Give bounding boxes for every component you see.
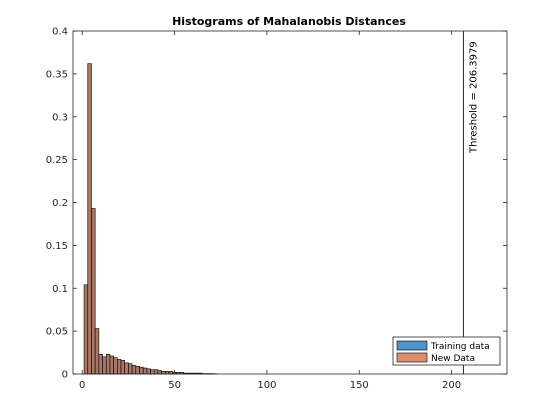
y-tick-label: 0.3 bbox=[52, 112, 68, 123]
y-tick-label: 0.05 bbox=[46, 327, 68, 338]
x-tick-label: 100 bbox=[257, 380, 276, 391]
histogram-bar bbox=[153, 369, 159, 375]
histogram-bar bbox=[109, 355, 114, 375]
chart-title: Histograms of Mahalanobis Distances bbox=[172, 15, 406, 28]
histogram-bar bbox=[105, 353, 111, 375]
histogram-bar bbox=[87, 63, 92, 375]
legend-swatch bbox=[396, 352, 428, 363]
y-tick-label: 0.1 bbox=[52, 284, 68, 295]
legend-label: Training data bbox=[430, 342, 490, 352]
histogram-bar bbox=[91, 208, 96, 375]
axes-background bbox=[73, 31, 507, 374]
legend-swatch bbox=[396, 340, 428, 351]
histogram-bar bbox=[124, 362, 129, 375]
legend-label: New Data bbox=[431, 354, 475, 364]
y-tick-label: 0.2 bbox=[52, 198, 68, 209]
histogram-bar bbox=[102, 356, 107, 375]
histogram-bar bbox=[117, 359, 122, 375]
y-tick-label: 0.4 bbox=[52, 27, 68, 38]
histogram-bar bbox=[135, 365, 140, 375]
histogram-bar bbox=[128, 363, 133, 375]
x-tick-label: 150 bbox=[350, 380, 369, 391]
histogram-bar bbox=[131, 365, 137, 375]
histogram-bar bbox=[94, 328, 100, 375]
histogram-bar bbox=[113, 357, 118, 375]
x-tick-label: 200 bbox=[442, 380, 461, 391]
histogram-bar bbox=[139, 366, 144, 375]
y-tick-label: 0.25 bbox=[46, 155, 68, 166]
threshold-label: Threshold = 206.3979 bbox=[468, 41, 479, 154]
x-tick-label: 0 bbox=[79, 380, 85, 391]
histogram-bar bbox=[150, 369, 155, 375]
y-tick-label: 0.15 bbox=[46, 241, 68, 252]
histogram-bar bbox=[142, 367, 148, 375]
histogram-bar bbox=[98, 353, 103, 375]
y-tick-label: 0 bbox=[62, 370, 68, 381]
histogram-bar bbox=[157, 370, 162, 375]
plot-area: Threshold = 206.3979 0 50 100 150 200 0 0.05 0.1… bbox=[46, 27, 508, 391]
histogram-bar bbox=[83, 284, 89, 375]
x-tick-label: 50 bbox=[168, 380, 181, 391]
histogram-bar bbox=[146, 368, 151, 375]
histogram-bar bbox=[120, 359, 126, 375]
y-tick-label: 0.35 bbox=[46, 69, 68, 80]
